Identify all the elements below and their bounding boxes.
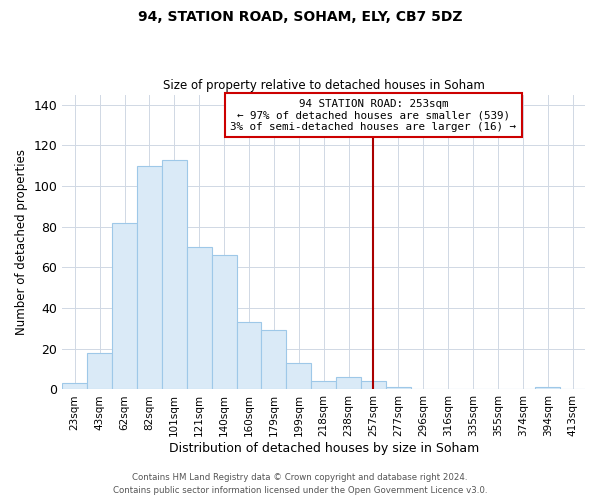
Bar: [62, 384, 87, 390]
Text: Contains HM Land Registry data © Crown copyright and database right 2024.
Contai: Contains HM Land Registry data © Crown c…: [113, 474, 487, 495]
Bar: [137, 166, 162, 390]
Bar: [386, 388, 411, 390]
Bar: [535, 388, 560, 390]
Bar: [311, 382, 336, 390]
Bar: [187, 247, 212, 390]
Text: 94, STATION ROAD, SOHAM, ELY, CB7 5DZ: 94, STATION ROAD, SOHAM, ELY, CB7 5DZ: [138, 10, 462, 24]
Bar: [212, 255, 236, 390]
X-axis label: Distribution of detached houses by size in Soham: Distribution of detached houses by size …: [169, 442, 479, 455]
Bar: [236, 322, 262, 390]
Y-axis label: Number of detached properties: Number of detached properties: [15, 149, 28, 335]
Bar: [262, 330, 286, 390]
Bar: [336, 378, 361, 390]
Bar: [286, 363, 311, 390]
Title: Size of property relative to detached houses in Soham: Size of property relative to detached ho…: [163, 79, 485, 92]
Bar: [162, 160, 187, 390]
Text: 94 STATION ROAD: 253sqm
← 97% of detached houses are smaller (539)
3% of semi-de: 94 STATION ROAD: 253sqm ← 97% of detache…: [230, 98, 517, 132]
Bar: [112, 222, 137, 390]
Bar: [87, 353, 112, 390]
Bar: [361, 382, 386, 390]
